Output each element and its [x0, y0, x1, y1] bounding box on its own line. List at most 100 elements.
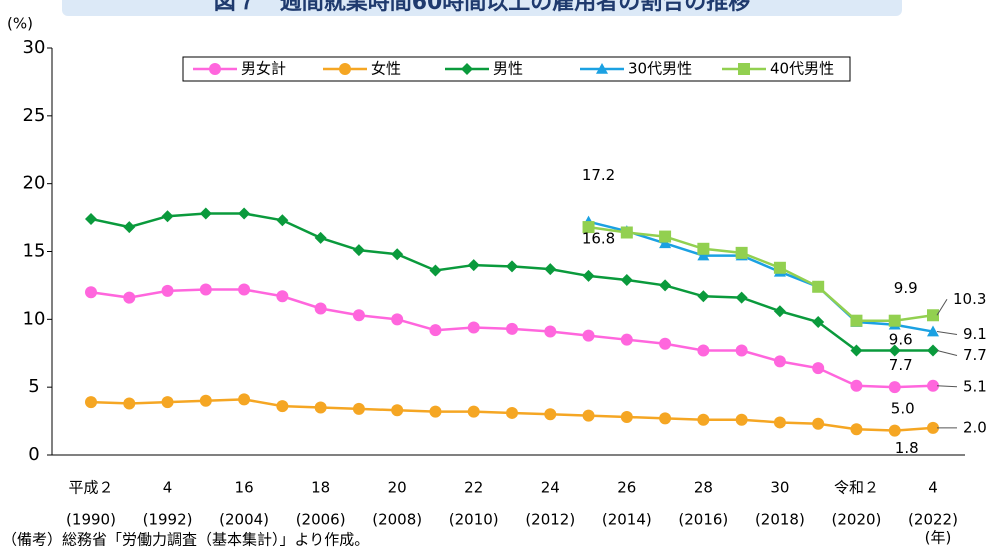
data-point	[927, 309, 939, 322]
data-point	[659, 237, 672, 249]
data-point	[812, 417, 825, 430]
data-point	[888, 424, 901, 437]
data-point	[123, 291, 136, 304]
data-point	[659, 230, 672, 243]
data-point	[927, 379, 939, 392]
x-tick-label: 平成２	[68, 479, 113, 497]
data-point	[238, 393, 251, 406]
x-tick-label: 16	[235, 479, 254, 497]
y-unit: (%)	[7, 15, 33, 33]
data-point	[85, 212, 97, 225]
x-tick-label: 18	[311, 479, 330, 497]
y-tick-label: 0	[28, 444, 39, 465]
data-point	[391, 248, 404, 261]
x-year-label: (2022)	[908, 511, 958, 529]
x-year-label: (2020)	[832, 511, 882, 529]
data-point	[620, 411, 633, 424]
legend-label: 男女計	[241, 60, 286, 78]
data-point	[467, 405, 480, 418]
data-point	[773, 305, 786, 318]
data-label: 10.3	[953, 290, 986, 308]
data-label: 16.8	[582, 230, 615, 248]
legend-marker	[738, 63, 750, 75]
data-point	[85, 396, 97, 409]
data-label: 17.2	[582, 166, 615, 184]
data-point	[850, 379, 863, 392]
data-point	[276, 214, 289, 227]
data-point	[659, 279, 672, 292]
data-point	[199, 283, 212, 296]
data-point	[391, 313, 404, 326]
data-point	[888, 314, 901, 327]
title-box	[62, 0, 902, 16]
data-point	[544, 408, 557, 421]
data-point	[697, 249, 710, 261]
data-point	[927, 421, 939, 434]
data-point	[352, 309, 365, 322]
data-point	[429, 405, 442, 418]
data-point	[352, 402, 365, 415]
note: （備考）総務省「労働力調査（基本集計）」より作成。	[2, 531, 369, 549]
data-point	[199, 394, 212, 407]
data-point	[773, 355, 786, 368]
chart-title: 図７ 週間就業時間60時間以上の雇用者の割合の推移	[214, 0, 751, 15]
data-point	[812, 280, 825, 293]
data-label: 9.9	[894, 279, 918, 297]
data-point	[276, 290, 289, 303]
data-point	[888, 381, 901, 394]
data-point	[161, 284, 174, 297]
y-tick-label: 25	[23, 105, 46, 126]
data-label: 5.0	[891, 400, 915, 418]
x-year-label: (2016)	[678, 511, 728, 529]
data-point	[506, 406, 518, 419]
x-year-label: (2018)	[755, 511, 805, 529]
data-label: 9.6	[889, 330, 913, 348]
data-point	[582, 269, 595, 282]
data-point	[659, 412, 672, 425]
x-year-label: (2008)	[372, 511, 422, 529]
data-point	[620, 333, 633, 346]
y-tick-label: 30	[23, 37, 46, 58]
x-tick-label: 30	[770, 479, 789, 497]
data-point	[888, 344, 901, 357]
x-year-label: (2004)	[219, 511, 269, 529]
data-label: 9.1	[963, 325, 987, 343]
legend-marker	[596, 63, 608, 74]
data-point	[735, 246, 748, 259]
data-point	[161, 210, 174, 223]
leader-line	[936, 385, 958, 388]
x-year-label: (1992)	[143, 511, 193, 529]
data-point	[735, 291, 748, 304]
data-point	[544, 325, 557, 338]
data-point	[773, 416, 786, 429]
leader-line	[936, 298, 948, 316]
x-year-label: (1990)	[66, 511, 116, 529]
series-line	[588, 220, 934, 333]
legend-marker	[461, 63, 473, 75]
x-tick-label: 20	[388, 479, 407, 497]
x-tick-label: 22	[464, 479, 483, 497]
data-point	[314, 302, 327, 315]
data-point	[582, 329, 595, 342]
legend-label: 男性	[493, 60, 523, 78]
legend-label: 女性	[371, 60, 401, 78]
x-tick-label: 4	[163, 479, 173, 497]
data-point	[659, 337, 672, 350]
data-point	[927, 325, 939, 337]
x-tick-label: 4	[928, 479, 938, 497]
leader-line	[936, 350, 958, 357]
legend-label: 30代男性	[628, 60, 692, 78]
data-point	[620, 226, 633, 239]
data-point	[123, 221, 136, 234]
data-point	[735, 413, 748, 426]
data-point	[391, 404, 404, 417]
data-point	[773, 261, 786, 274]
data-point	[429, 264, 442, 277]
data-point	[314, 401, 327, 414]
data-point	[927, 344, 939, 357]
data-point	[850, 314, 863, 327]
x-year-label: (2014)	[602, 511, 652, 529]
data-label: 2.0	[963, 418, 987, 436]
legend-marker	[209, 63, 221, 75]
data-point	[238, 207, 251, 220]
